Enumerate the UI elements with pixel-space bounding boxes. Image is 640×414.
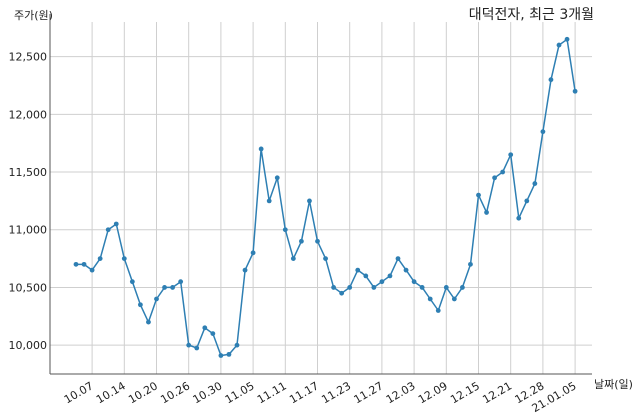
data-point	[363, 273, 369, 279]
data-point	[105, 227, 111, 233]
data-point	[194, 345, 200, 351]
data-point	[572, 88, 578, 94]
data-point	[154, 296, 159, 302]
data-point	[339, 290, 345, 296]
data-point	[138, 302, 143, 308]
data-point	[484, 210, 489, 215]
data-point	[476, 192, 481, 198]
data-point	[146, 319, 151, 325]
data-point	[371, 285, 377, 290]
data-point	[129, 279, 135, 285]
y-axis-label: 주가(원)	[14, 9, 53, 22]
x-tick-label: 12.21	[480, 379, 514, 406]
data-point	[468, 261, 473, 267]
data-point	[492, 175, 497, 181]
data-point	[242, 267, 248, 273]
data-point	[411, 279, 417, 285]
data-point	[258, 146, 264, 152]
data-point	[540, 129, 546, 135]
x-tick-label: 11.05	[223, 379, 257, 406]
data-point	[564, 36, 570, 42]
x-tick-label: 11.11	[255, 379, 289, 406]
data-point	[524, 198, 530, 204]
data-point	[170, 285, 176, 290]
data-point	[532, 181, 538, 186]
y-tick-label: 11,500	[9, 166, 48, 179]
data-point	[186, 342, 192, 348]
data-point	[81, 261, 87, 267]
data-point	[299, 238, 304, 244]
y-tick-label: 12,500	[9, 51, 48, 64]
data-point	[178, 279, 184, 285]
data-point	[73, 261, 79, 267]
data-point	[419, 285, 425, 290]
data-point	[443, 285, 449, 290]
x-tick-label: 12.03	[384, 379, 418, 406]
data-point	[403, 267, 409, 273]
y-tick-label: 10,500	[9, 281, 48, 294]
data-point	[218, 353, 224, 358]
data-point	[266, 198, 272, 204]
data-point	[323, 256, 328, 261]
data-point	[508, 152, 514, 158]
data-point	[387, 273, 393, 279]
y-tick-label: 11,000	[9, 224, 48, 237]
data-point	[250, 250, 256, 256]
x-tick-label: 12.15	[448, 379, 482, 406]
chart-title: 대덕전자, 최근 3개월	[468, 7, 594, 23]
y-tick-label: 12,000	[9, 108, 48, 121]
data-point	[435, 308, 441, 313]
data-point	[234, 342, 240, 348]
data-point	[162, 285, 167, 290]
data-point	[307, 198, 312, 204]
data-point	[121, 256, 127, 261]
data-point	[395, 256, 401, 261]
data-point	[347, 285, 353, 290]
x-tick-label: 10.20	[126, 379, 160, 406]
data-point	[89, 267, 95, 273]
x-tick-label: 11.23	[319, 379, 353, 406]
data-point	[97, 256, 103, 261]
data-point	[516, 215, 522, 221]
data-point	[113, 221, 119, 227]
data-point	[500, 169, 506, 175]
data-point	[331, 285, 336, 290]
x-tick-label: 10.26	[158, 379, 192, 406]
data-point	[315, 238, 320, 244]
x-tick-label: 11.27	[352, 379, 386, 406]
data-point	[451, 296, 457, 302]
x-tick-label: 10.07	[62, 379, 96, 406]
data-point	[427, 296, 433, 302]
x-axis-label: 날짜(일)	[594, 378, 633, 391]
x-tick-label: 11.17	[287, 379, 321, 406]
data-point	[226, 351, 232, 357]
x-tick-label: 10.30	[191, 379, 225, 406]
data-point	[556, 42, 562, 48]
data-point	[210, 331, 216, 337]
x-tick-label: 10.14	[94, 379, 128, 406]
x-tick-label: 12.09	[416, 379, 450, 406]
data-point	[460, 285, 465, 290]
data-point	[290, 256, 296, 261]
y-tick-label: 10,000	[9, 339, 48, 352]
data-point	[282, 227, 288, 233]
data-point	[548, 77, 554, 83]
data-point	[274, 175, 280, 181]
data-point	[379, 279, 385, 285]
series-line	[76, 38, 576, 357]
data-point	[355, 267, 361, 273]
data-point	[202, 325, 208, 331]
